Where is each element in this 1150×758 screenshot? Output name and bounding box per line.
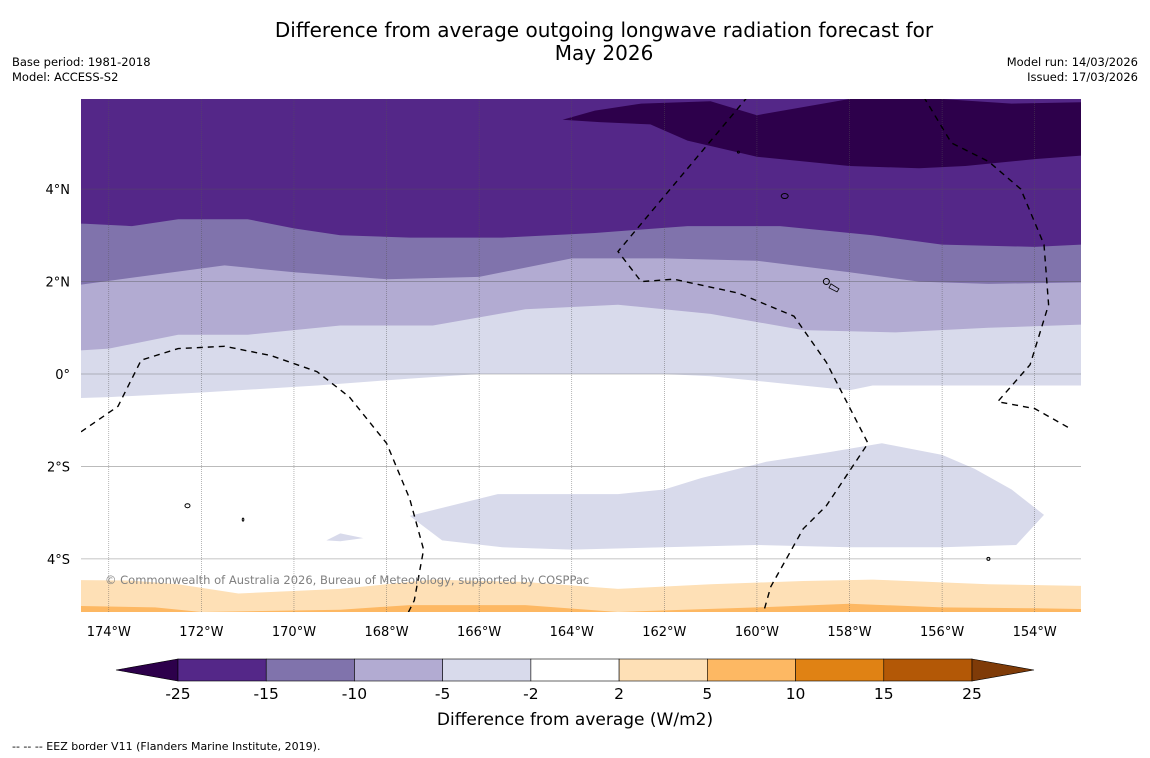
x-tick-label: 168°W — [364, 625, 408, 640]
fill-2-to-5 — [81, 579, 1081, 612]
colorbar-segment — [177, 658, 267, 682]
x-tick-label: 154°W — [1013, 625, 1057, 640]
eez-border-line — [617, 99, 869, 612]
eez-source-note: -- -- -- EEZ border V11 (Flanders Marine… — [12, 740, 321, 753]
colorbar-segment — [442, 658, 532, 682]
colorbar-tick-label: -2 — [523, 685, 538, 703]
colorbar-tick-label: -10 — [342, 685, 367, 703]
y-tick-label: 0° — [55, 368, 70, 383]
island-outline — [828, 283, 840, 293]
model-name: Model: ACCESS-S2 — [12, 70, 119, 84]
colorbar-extend-low — [115, 658, 179, 682]
y-tick-label: 2°S — [47, 460, 70, 475]
colorbar-tick-label: 10 — [786, 685, 806, 703]
model-run-date: Model run: 14/03/2026 — [1006, 55, 1138, 69]
island-outline — [736, 150, 740, 154]
island-outline — [780, 193, 789, 200]
colorbar-segment — [707, 658, 796, 682]
map-title-line1: Difference from average outgoing longwav… — [274, 18, 934, 42]
x-tick-label: 156°W — [920, 625, 964, 640]
x-axis: 174°W 172°W 170°W 168°W 166°W 164°W 162°W 160°W… — [87, 625, 1057, 640]
issued-date: Issued: 17/03/2026 — [1027, 70, 1138, 84]
colorbar-tick-label: -5 — [435, 685, 450, 703]
x-tick-label: 170°W — [272, 625, 316, 640]
colorbar-title: Difference from average (W/m2) — [437, 710, 713, 730]
eez-borders — [81, 99, 1073, 612]
x-tick-label: 174°W — [87, 625, 131, 640]
meta-left: Base period: 1981-2018 Model: ACCESS-S2 — [12, 55, 151, 85]
island-outline — [184, 503, 191, 509]
x-tick-label: 162°W — [642, 625, 686, 640]
eez-border-line — [81, 345, 425, 612]
x-tick-label: 158°W — [827, 625, 871, 640]
y-tick-label: 4°N — [46, 183, 71, 198]
fill-minus5-to-minus2-south — [409, 443, 1044, 550]
map-title-line2: May 2026 — [554, 41, 654, 65]
colorbar-tick-label: -25 — [165, 685, 190, 703]
island-outlines — [184, 150, 991, 561]
x-tick-label: 172°W — [179, 625, 223, 640]
island-outline — [822, 278, 830, 286]
colorbar-tick-label: 5 — [702, 685, 712, 703]
gridlines — [81, 99, 1081, 612]
colorbar-tick-label: 15 — [874, 685, 894, 703]
x-tick-label: 166°W — [457, 625, 501, 640]
colorbar-segment — [265, 658, 355, 682]
map-title: Difference from average outgoing longwav… — [0, 19, 1150, 65]
colorbar-extend-high — [971, 658, 1035, 682]
y-tick-label: 4°S — [47, 553, 70, 568]
colorbar-segment — [883, 658, 973, 682]
colorbar-tick-label: 2 — [614, 685, 624, 703]
map-area: © Commonwealth of Australia 2026, Bureau… — [81, 99, 1081, 612]
colorbar-tick-label: 25 — [962, 685, 982, 703]
colorbar-segment — [795, 658, 885, 682]
colorbar: -25 -15 -10 -5 -2 2 5 10 15 25 — [115, 658, 1035, 703]
colorbar-segment — [530, 658, 620, 682]
island-outline — [986, 556, 991, 561]
meta-right: Model run: 14/03/2026 Issued: 17/03/2026 — [1007, 55, 1138, 85]
colorbar-segment — [618, 658, 708, 682]
eez-border-line — [924, 99, 1073, 431]
fill-5-to-10 — [81, 603, 1081, 612]
copyright-text: © Commonwealth of Australia 2026, Bureau… — [105, 573, 589, 587]
y-tick-label: 2°N — [46, 276, 71, 291]
colorbar-tick-label: -15 — [254, 685, 279, 703]
x-tick-label: 160°W — [735, 625, 779, 640]
fill-below-minus25 — [562, 99, 1081, 169]
colorbar-segment — [354, 658, 443, 682]
base-period: Base period: 1981-2018 — [12, 55, 151, 69]
fill-minus5-to-minus2-sliver — [326, 533, 364, 542]
anomaly-fills — [81, 99, 1081, 612]
y-axis: 4°N 2°N 0° 2°S 4°S — [46, 183, 71, 568]
x-tick-label: 164°W — [550, 625, 594, 640]
island-outline — [241, 517, 245, 522]
